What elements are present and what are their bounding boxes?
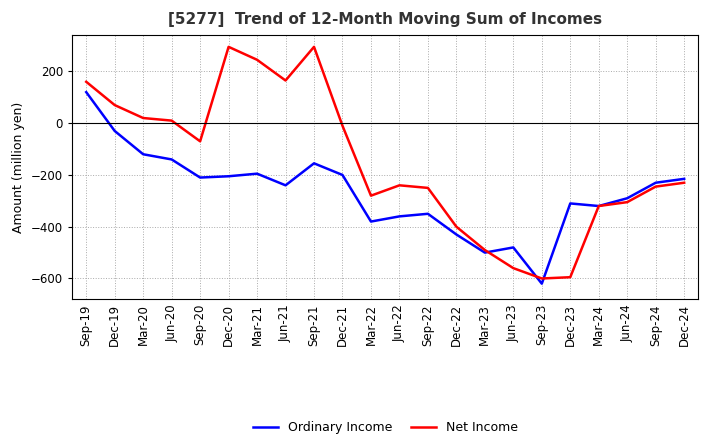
Ordinary Income (452, 232, 461, 237)
Net Income (167, 118, 176, 123)
Y-axis label: Amount (million yen): Amount (million yen) (12, 102, 25, 233)
Net Income (595, 203, 603, 209)
Ordinary Income (595, 203, 603, 209)
Net Income (225, 44, 233, 49)
Net Income (110, 103, 119, 108)
Ordinary Income (395, 214, 404, 219)
Ordinary Income (167, 157, 176, 162)
Ordinary Income (680, 176, 688, 181)
Ordinary Income (566, 201, 575, 206)
Ordinary Income (366, 219, 375, 224)
Net Income (310, 44, 318, 49)
Ordinary Income (139, 152, 148, 157)
Net Income (480, 247, 489, 253)
Net Income (509, 265, 518, 271)
Net Income (395, 183, 404, 188)
Net Income (566, 275, 575, 280)
Ordinary Income (537, 281, 546, 286)
Line: Net Income: Net Income (86, 47, 684, 279)
Net Income (253, 57, 261, 62)
Ordinary Income (423, 211, 432, 216)
Net Income (452, 224, 461, 229)
Ordinary Income (338, 172, 347, 178)
Net Income (623, 199, 631, 205)
Net Income (82, 79, 91, 84)
Ordinary Income (623, 196, 631, 201)
Net Income (537, 276, 546, 281)
Ordinary Income (282, 183, 290, 188)
Net Income (282, 78, 290, 83)
Line: Ordinary Income: Ordinary Income (86, 92, 684, 284)
Net Income (652, 184, 660, 189)
Net Income (366, 193, 375, 198)
Ordinary Income (652, 180, 660, 185)
Net Income (139, 115, 148, 121)
Ordinary Income (225, 174, 233, 179)
Ordinary Income (196, 175, 204, 180)
Title: [5277]  Trend of 12-Month Moving Sum of Incomes: [5277] Trend of 12-Month Moving Sum of I… (168, 12, 602, 27)
Ordinary Income (310, 161, 318, 166)
Ordinary Income (509, 245, 518, 250)
Net Income (338, 123, 347, 128)
Ordinary Income (480, 250, 489, 255)
Ordinary Income (110, 128, 119, 134)
Net Income (196, 139, 204, 144)
Ordinary Income (253, 171, 261, 176)
Legend: Ordinary Income, Net Income: Ordinary Income, Net Income (248, 416, 523, 439)
Net Income (680, 180, 688, 185)
Net Income (423, 185, 432, 191)
Ordinary Income (82, 89, 91, 95)
